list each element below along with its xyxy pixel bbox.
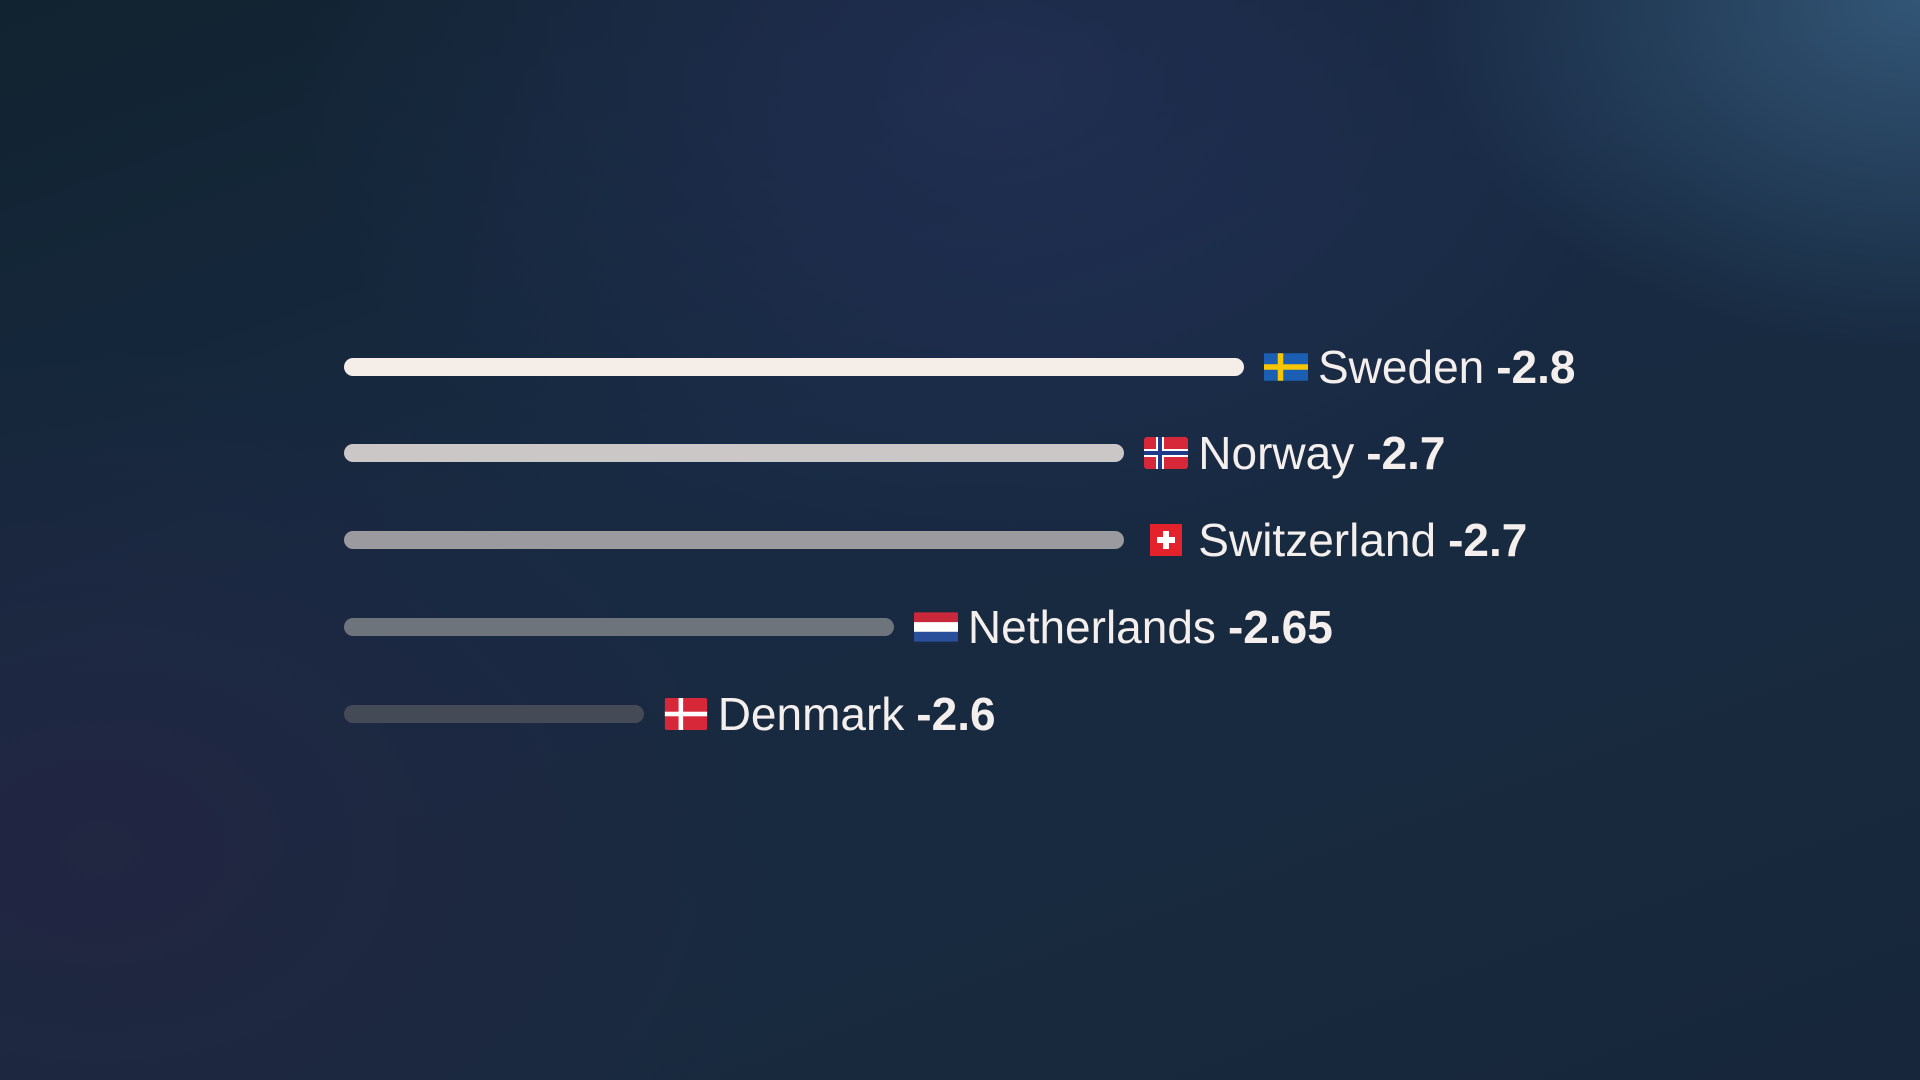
bar-label: Sweden -2.8	[1264, 340, 1576, 394]
netherlands-flag-icon	[913, 611, 958, 643]
bar-netherlands	[344, 618, 894, 636]
bar-row-norway: Norway -2.7	[344, 423, 1446, 483]
bar-label: Netherlands -2.65	[913, 600, 1333, 654]
bar-switzerland	[344, 531, 1125, 549]
bar-sweden	[344, 358, 1244, 376]
switzerland-flag-icon	[1144, 524, 1188, 556]
bar-label: Norway -2.7	[1144, 426, 1446, 480]
bar-row-denmark: Denmark -2.6	[344, 684, 996, 744]
value-label: -2.8	[1496, 341, 1576, 393]
bar-row-switzerland: Switzerland -2.7	[344, 510, 1527, 570]
category-label: Netherlands	[967, 601, 1216, 653]
value-label: -2.7	[1366, 427, 1446, 479]
value-label: -2.65	[1227, 601, 1333, 653]
value-label: -2.7	[1448, 514, 1528, 566]
bar-row-sweden: Sweden -2.8	[344, 337, 1576, 397]
sweden-flag-icon	[1264, 351, 1308, 383]
bar-norway	[344, 444, 1125, 462]
bar-row-netherlands: Netherlands -2.65	[344, 597, 1333, 657]
category-label: Norway	[1198, 427, 1355, 479]
category-label: Switzerland	[1198, 514, 1437, 566]
bar-denmark	[344, 705, 644, 723]
denmark-flag-icon	[664, 698, 708, 730]
bar-label: Denmark -2.6	[664, 687, 996, 741]
category-label: Denmark	[717, 688, 905, 740]
norway-flag-icon	[1144, 437, 1189, 469]
value-label: -2.6	[916, 688, 996, 740]
category-label: Sweden	[1318, 341, 1485, 393]
bar-label: Switzerland -2.7	[1144, 513, 1527, 567]
